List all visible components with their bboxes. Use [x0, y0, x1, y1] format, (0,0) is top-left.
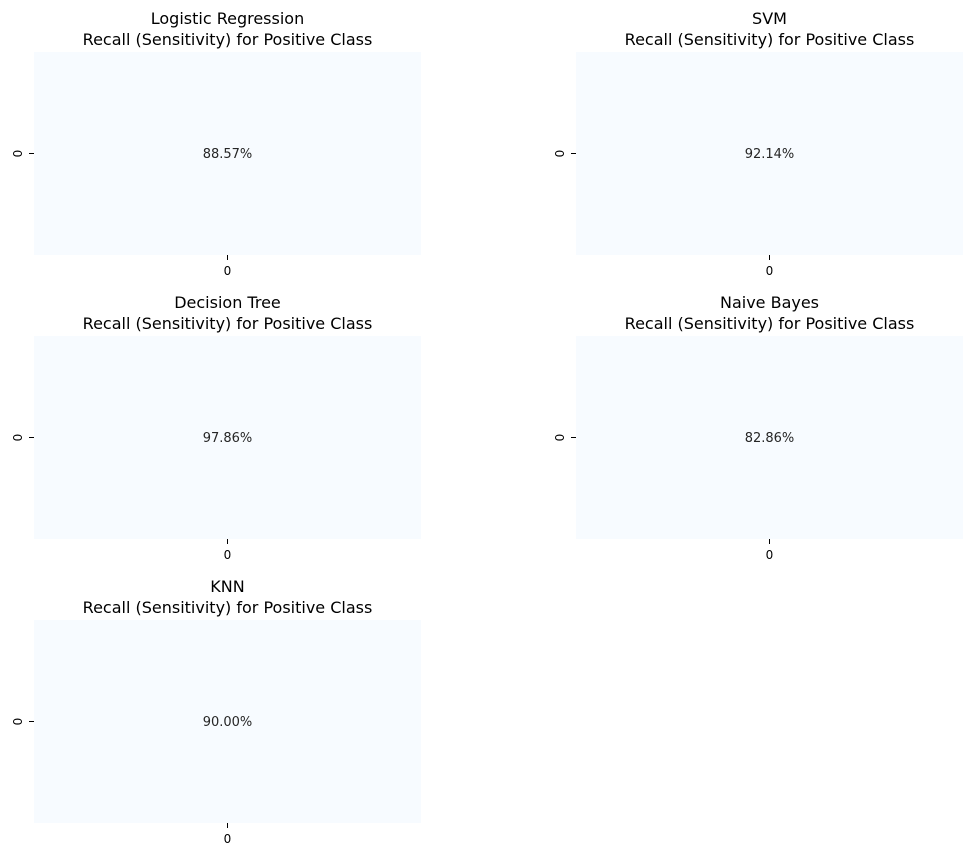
- cell-value-label: 92.14%: [745, 147, 795, 162]
- x-tick-label: 0: [224, 548, 232, 562]
- heatmap-panel: SVM Recall (Sensitivity) for Positive Cla…: [553, 9, 963, 278]
- y-tick-label: 0: [11, 434, 25, 442]
- cell-value-label: 90.00%: [203, 715, 253, 730]
- y-tick-label: 0: [11, 718, 25, 726]
- panel-title: Decision Tree: [174, 293, 281, 312]
- x-tick-label: 0: [766, 548, 774, 562]
- heatmap-panel: KNN Recall (Sensitivity) for Positive Cla…: [11, 577, 421, 846]
- y-tick-label: 0: [11, 150, 25, 158]
- heatmap-cell: [576, 52, 963, 255]
- heatmap-panel: Logistic Regression Recall (Sensitivity) …: [11, 9, 421, 278]
- panel-subtitle: Recall (Sensitivity) for Positive Class: [83, 30, 373, 49]
- cell-value-label: 97.86%: [203, 431, 253, 446]
- y-tick-label: 0: [553, 434, 567, 442]
- x-tick-label: 0: [224, 264, 232, 278]
- panel-title: Naive Bayes: [720, 293, 819, 312]
- heatmap-cell: [34, 336, 421, 539]
- heatmap-cell: [576, 336, 963, 539]
- cell-value-label: 82.86%: [745, 431, 795, 446]
- panel-title: SVM: [752, 9, 787, 28]
- heatmap-panel: Naive Bayes Recall (Sensitivity) for Posi…: [553, 293, 963, 562]
- panel-subtitle: Recall (Sensitivity) for Positive Class: [625, 30, 915, 49]
- heatmap-cell: [34, 620, 421, 823]
- heatmap-cell: [34, 52, 421, 255]
- panel-subtitle: Recall (Sensitivity) for Positive Class: [83, 314, 373, 333]
- cell-value-label: 88.57%: [203, 147, 253, 162]
- y-tick-label: 0: [553, 150, 567, 158]
- panel-subtitle: Recall (Sensitivity) for Positive Class: [625, 314, 915, 333]
- x-tick-label: 0: [224, 832, 232, 846]
- panel-title: KNN: [210, 577, 244, 596]
- panel-subtitle: Recall (Sensitivity) for Positive Class: [83, 598, 373, 617]
- heatmap-panel: Decision Tree Recall (Sensitivity) for Po…: [11, 293, 421, 562]
- x-tick-label: 0: [766, 264, 774, 278]
- panel-title: Logistic Regression: [151, 9, 304, 28]
